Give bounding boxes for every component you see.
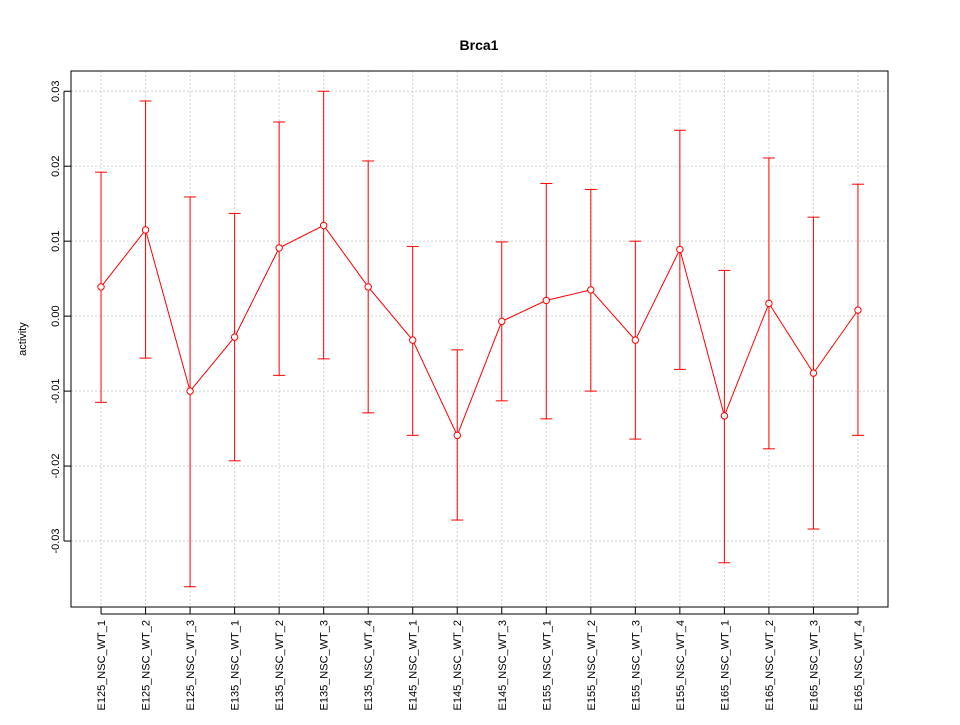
- x-tick-label: E135_NSC_WT_1: [230, 620, 242, 711]
- series-line: [97, 221, 862, 440]
- y-tick-label: 0.00: [50, 305, 62, 326]
- x-tick-label: E155_NSC_WT_1: [541, 620, 553, 711]
- data-point: [141, 226, 150, 234]
- data-point: [498, 317, 506, 326]
- y-tick-label: -0.02: [50, 454, 62, 479]
- plot-frame: [70, 70, 889, 608]
- y-tick-label: 0.01: [50, 230, 62, 251]
- data-point: [587, 286, 595, 294]
- x-tick-label: E165_NSC_WT_1: [719, 620, 731, 711]
- y-tick-label: -0.03: [50, 528, 62, 553]
- data-point: [765, 299, 773, 308]
- x-tick-label: E145_NSC_WT_3: [497, 620, 509, 711]
- data-point: [542, 296, 550, 305]
- x-tick-label: E165_NSC_WT_4: [853, 620, 865, 711]
- y-axis-label: activity: [17, 322, 29, 356]
- data-point: [230, 333, 239, 341]
- error-bars: [95, 90, 864, 588]
- data-point: [319, 221, 328, 230]
- y-tick-label: 0.02: [50, 155, 62, 176]
- data-point: [676, 245, 684, 254]
- axes: E125_NSC_WT_1 E125_NSC_WT_2 E125_NSC_WT_3 E…: [50, 81, 865, 711]
- x-tick-label: E125_NSC_WT_3: [185, 620, 197, 711]
- data-point: [809, 369, 818, 377]
- x-tick-label: E165_NSC_WT_3: [808, 620, 820, 711]
- x-tick-label: E125_NSC_WT_2: [141, 620, 153, 711]
- data-point: [631, 336, 640, 344]
- data-point: [364, 283, 372, 291]
- data-point: [409, 336, 417, 344]
- x-tick-label: E135_NSC_WT_4: [363, 620, 375, 711]
- x-tick-label: E145_NSC_WT_1: [408, 620, 420, 711]
- series-line-path: [100, 224, 859, 437]
- x-tick-label: E155_NSC_WT_4: [675, 620, 687, 711]
- x-tick-label: E125_NSC_WT_1: [96, 620, 108, 711]
- x-tick-label: E145_NSC_WT_2: [452, 620, 464, 711]
- data-point: [97, 283, 105, 291]
- y-tick-label: 0.03: [50, 81, 62, 102]
- grid: [71, 71, 888, 607]
- chart-title: Brca1: [460, 37, 499, 53]
- data-point: [275, 244, 283, 252]
- data-point: [720, 412, 729, 420]
- x-tick-label: E155_NSC_WT_3: [630, 620, 642, 711]
- x-tick-label: E165_NSC_WT_2: [764, 620, 776, 711]
- data-point: [453, 431, 461, 440]
- x-tick-label: E135_NSC_WT_2: [274, 620, 286, 711]
- x-tick-label: E135_NSC_WT_3: [319, 620, 331, 711]
- y-tick-label: -0.01: [50, 379, 62, 404]
- data-point: [854, 306, 862, 314]
- x-tick-label: E155_NSC_WT_2: [586, 620, 598, 711]
- data-point: [186, 387, 194, 395]
